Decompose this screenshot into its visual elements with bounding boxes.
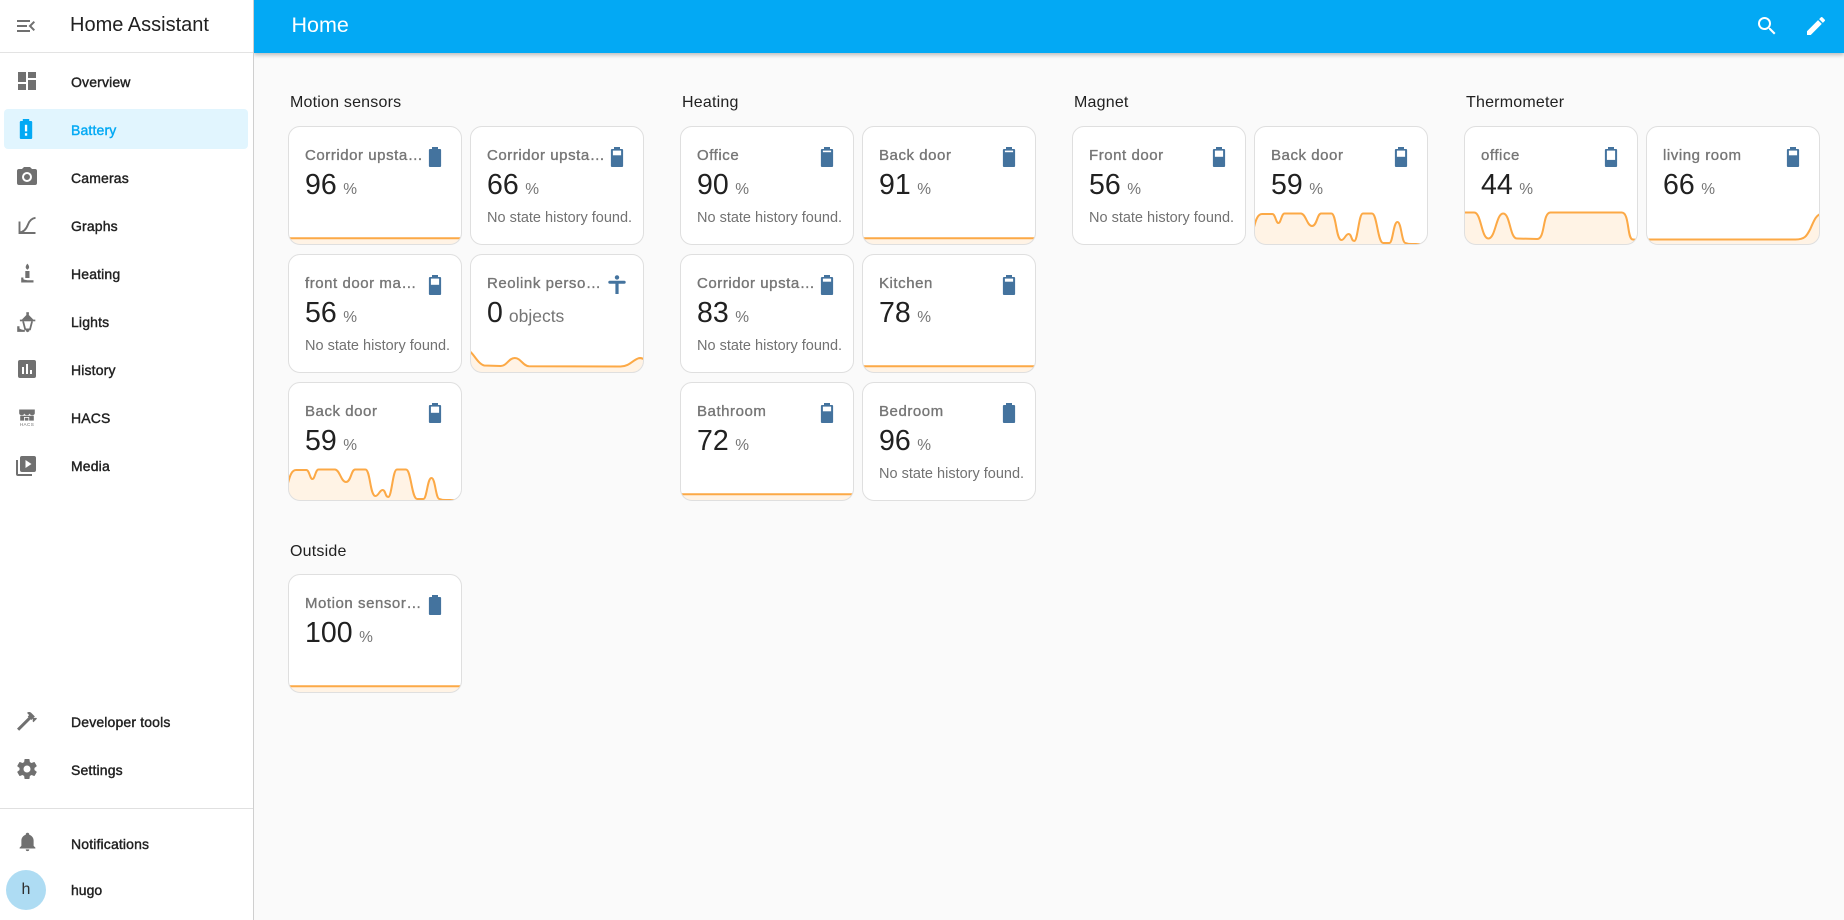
svg-text:HACS: HACS	[20, 422, 34, 427]
